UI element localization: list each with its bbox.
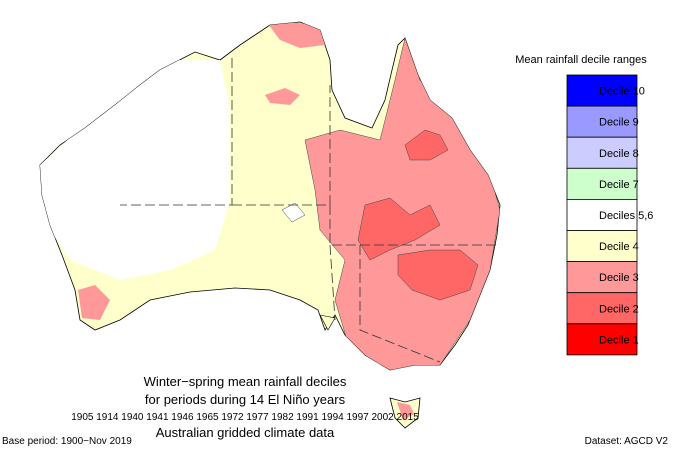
legend: Decile 10 Decile 9 Decile 8 Decile 7 Deciles…: [566, 74, 653, 356]
region-decile-3: [304, 37, 500, 370]
kangaroo-island: [319, 314, 336, 331]
legend-title: Mean rainfall decile ranges: [515, 54, 647, 66]
title-line: for periods during 14 El Niño years: [145, 392, 346, 407]
region-decile-2: [397, 249, 479, 301]
region-deciles-5-6: [40, 60, 230, 280]
dataset: Dataset: AGCD V2: [585, 436, 669, 447]
legend-label: Decile 4: [599, 241, 639, 253]
region-decile-2: [404, 129, 449, 161]
state-borders: [120, 58, 500, 363]
region-decile-2: [357, 197, 441, 261]
legend-label: Decile 3: [599, 272, 639, 284]
region-decile-3: [265, 22, 325, 48]
legend-swatch: [566, 230, 638, 263]
legend-swatch: [566, 167, 638, 200]
legend-label: Deciles 5,6: [599, 210, 653, 222]
legend-label: Decile 8: [599, 148, 639, 160]
legend-label: Decile 1: [599, 334, 639, 346]
base-period: Base period: 1900−Nov 2019: [2, 436, 132, 447]
region-decile-3: [397, 402, 414, 420]
region-decile-3: [265, 88, 300, 105]
legend-swatch: [566, 198, 638, 231]
legend-swatch: [566, 105, 638, 138]
years-line: 1905 1914 1940 1941 1946 1965 1972 1977 …: [71, 412, 419, 423]
title-line: Winter−spring mean rainfall deciles: [144, 374, 347, 389]
legend-label: Decile 9: [599, 117, 639, 129]
title-line: Australian gridded climate data: [156, 425, 335, 440]
australia-map: [39, 21, 501, 429]
legend-label: Decile 10: [599, 86, 645, 98]
legend-label: Decile 7: [599, 179, 639, 191]
legend-swatch: [566, 323, 638, 356]
legend-label: Decile 2: [599, 303, 639, 315]
legend-swatch: [566, 292, 638, 325]
region-decile-3: [78, 285, 110, 320]
